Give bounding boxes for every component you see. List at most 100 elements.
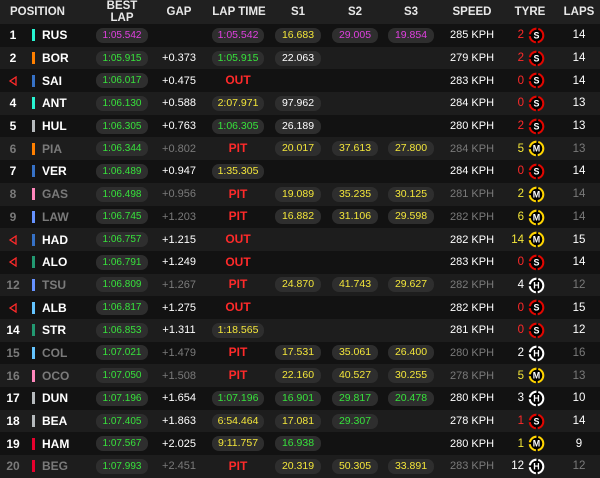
table-row[interactable]: 20 BEG 1:07.993 +2.451 PIT 20.319 50.305 33.891… [0,455,600,478]
sector-s1-time: 22.160 [275,368,321,384]
gap-value: +0.373 [162,52,196,65]
position-number: 4 [9,96,17,111]
header-position[interactable]: POSITION [10,6,65,18]
table-row[interactable]: 4 ANT 1:06.130 +0.588 2:07.971 97.962 284 KPH 0… [0,92,600,115]
team-color-bar [32,278,35,291]
last-lap-time: 1:07.196 [212,390,264,406]
table-row[interactable]: 2 BOR 1:05.915 +0.373 1:05.915 22.063 279 KPH 2… [0,46,600,70]
table-row[interactable]: ALO 1:06.791 +1.249 OUT 283 KPH 0 S 14 [0,250,600,274]
header-s1[interactable]: S1 [290,6,306,18]
table-row[interactable]: 7 VER 1:06.489 +0.947 1:35.305 284 KPH 0 S 14 [0,160,600,183]
team-color-bar [32,392,35,405]
position-number: 7 [9,164,17,179]
header-laps[interactable]: LAPS [563,6,595,18]
driver-code[interactable]: BEG [42,459,69,474]
driver-code[interactable]: ALO [42,255,68,270]
tyre-compound-letter: S [534,99,540,109]
header-lap-time[interactable]: LAP TIME [212,6,266,18]
table-row[interactable]: 12 TSU 1:06.809 +1.267 PIT 24.870 41.743 29.627… [0,273,600,297]
driver-code[interactable]: HAD [42,232,68,247]
table-row[interactable]: 6 PIA 1:06.344 +0.802 PIT 20.017 37.613 27.800 2… [0,137,600,161]
table-row[interactable]: 14 STR 1:06.853 +1.311 1:18.565 281 KPH 0 S 12 [0,318,600,342]
laps-count: 15 [572,233,586,246]
sector-s1-time [275,232,321,247]
table-row[interactable]: 5 HUL 1:06.305 +0.763 1:06.305 26.189 280 KPH 2… [0,114,600,138]
table-row[interactable]: 18 BEA 1:07.405 +1.863 6:54.464 17.081 29.307 2… [0,409,600,433]
header-speed[interactable]: SPEED [452,6,492,18]
team-color-bar [32,346,35,359]
sector-s1-time: 24.870 [275,277,321,293]
position-number: 5 [9,119,17,134]
laps-count: 9 [575,437,583,450]
tyre-compound-icon: M [528,209,545,225]
sector-s1-time: 16.683 [275,27,321,43]
position-number: 9 [9,209,17,224]
driver-code[interactable]: COL [42,345,68,360]
table-row[interactable]: 15 COL 1:07.021 +1.479 PIT 17.531 35.061 26.400… [0,341,600,365]
driver-code[interactable]: RUS [42,28,68,43]
table-row[interactable]: SAI 1:06.017 +0.475 OUT 283 KPH 0 S 14 [0,69,600,93]
sector-s3-time [388,164,434,179]
laps-count: 14 [572,256,586,269]
tyre-compound-icon: M [528,436,545,452]
sector-s1-time [275,323,321,338]
table-row[interactable]: 16 OCO 1:07.050 +1.508 PIT 22.160 40.527 30.255… [0,364,600,387]
header-s3[interactable]: S3 [403,6,419,18]
driver-code[interactable]: LAW [42,209,69,224]
driver-code[interactable]: BEA [42,414,68,429]
table-row[interactable]: 8 GAS 1:06.498 +0.956 PIT 19.089 35.235 30.125 2… [0,182,600,206]
table-row[interactable]: ALB 1:06.817 +1.275 OUT 282 KPH 0 S 15 [0,296,600,319]
sector-s1-time [275,300,321,315]
driver-code[interactable]: OCO [42,368,70,383]
laps-count: 13 [572,120,586,133]
sector-s1-time [275,164,321,179]
speed-value: 282 KPH [449,210,495,223]
tyre-age: 0 [517,324,524,337]
table-row[interactable]: 9 LAW 1:06.745 +1.203 PIT 16.882 31.106 29.598 2… [0,205,600,229]
driver-code[interactable]: STR [42,323,66,338]
table-row[interactable]: HAD 1:06.757 +1.215 OUT 282 KPH 14 M 15 [0,228,600,251]
last-lap-time: 9:11.757 [212,436,264,452]
driver-code[interactable]: BOR [42,51,69,66]
table-row[interactable]: 17 DUN 1:07.196 +1.654 1:07.196 16.901 29.817 2… [0,387,600,410]
driver-code[interactable]: TSU [42,277,66,292]
sector-s1-time: 17.531 [275,345,321,361]
sector-s1-time: 22.063 [275,50,321,66]
driver-code[interactable]: ALB [42,300,67,315]
sector-s3-time [388,436,434,451]
laps-count: 14 [572,74,586,87]
best-lap-time: 1:06.757 [96,232,148,248]
laps-count: 14 [572,29,586,42]
header-gap[interactable]: GAP [166,6,192,18]
header-best-lap[interactable]: BEST LAP [106,0,138,24]
sector-s3-time: 33.891 [388,458,434,474]
driver-code[interactable]: SAI [42,73,63,88]
driver-code[interactable]: DUN [42,391,68,406]
gap-value: +1.311 [162,324,196,337]
driver-code[interactable]: PIA [42,141,63,156]
tyre-age: 6 [517,210,524,223]
driver-code[interactable]: VER [42,164,67,179]
driver-code[interactable]: HUL [42,119,67,134]
team-color-bar [32,142,35,155]
table-row[interactable]: 19 HAM 1:07.567 +2.025 9:11.757 16.938 280 KPH… [0,432,600,456]
table-row[interactable]: 1 RUS 1:05.542 1:05.542 16.683 29.005 19.854 28… [0,24,600,47]
header-tyre[interactable]: TYRE [514,6,546,18]
tyre-age: 2 [517,120,524,133]
team-color-bar [32,97,35,110]
team-color-bar [32,210,35,223]
tyre-compound-letter: S [534,416,540,426]
driver-code[interactable]: ANT [42,96,67,111]
sector-s3-time [388,323,434,338]
driver-code[interactable]: GAS [42,187,69,202]
position-number: 1 [9,28,17,43]
speed-value: 284 KPH [449,97,495,110]
header-s2[interactable]: S2 [347,6,363,18]
driver-code[interactable]: HAM [42,436,70,451]
sector-s3-time: 27.800 [388,141,434,157]
speed-value: 284 KPH [449,165,495,178]
tyre-compound-letter: S [534,167,540,177]
speed-value: 282 KPH [449,301,495,314]
gap-value: +1.275 [162,301,196,314]
best-lap-time: 1:05.915 [96,50,148,66]
